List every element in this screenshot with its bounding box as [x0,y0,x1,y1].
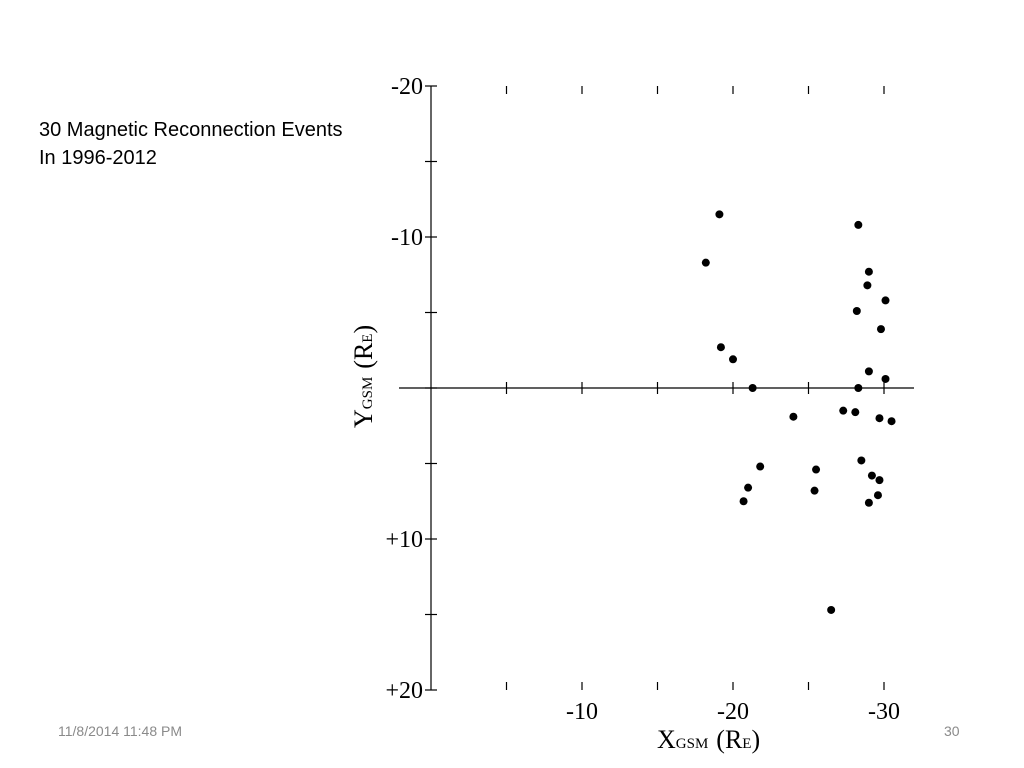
data-point [716,343,725,352]
data-point [701,258,710,267]
data-point [875,476,884,485]
y-axis-title-unit: (R [349,342,378,369]
y-axis-title-unit-close: ) [349,325,378,334]
x-axis-title: XGSM (RE) [657,725,760,754]
data-point [864,498,873,507]
data-point [863,281,872,290]
data-point [827,605,836,614]
data-point [851,408,860,417]
slide-title-line-2: In 1996-2012 [39,147,157,169]
data-point [729,355,737,364]
x-tick-label: -10 [566,699,598,725]
data-point [875,414,884,423]
slide-title: 30 Magnetic Reconnection Events In 1996-… [39,116,343,172]
data-point [839,406,848,415]
x-axis-title-unit-sub: E [742,736,751,752]
data-point [810,486,819,495]
data-point [854,384,863,392]
x-axis-title-main: X [657,725,676,754]
y-tick-label: +20 [385,678,423,704]
data-point [715,210,724,219]
data-points [701,210,896,614]
footer-date: 11/8/2014 11:48 PM [58,723,183,739]
x-axis-title-unit-close: ) [751,725,760,754]
slide-number: 30 [944,723,960,739]
data-point [881,374,890,383]
data-point [873,491,882,500]
data-point [739,497,748,506]
y-tick-label: +10 [385,527,423,553]
data-point [744,483,753,492]
axes: -20 -10 +10 +20 -10 -20 -30 [385,74,914,725]
data-point [854,220,863,229]
y-axis-title: YGSM (RE) [349,325,378,428]
y-tick-label: -10 [391,225,423,251]
data-point [756,462,765,471]
y-axis-title-sub: GSM [360,377,376,410]
y-tick-label: -20 [391,74,423,100]
data-point [812,465,821,474]
data-point [857,456,866,465]
data-point [887,417,896,426]
x-tick-label: -30 [868,699,900,725]
x-axis-title-sub: GSM [676,736,709,752]
data-point [748,384,757,392]
data-point [864,267,873,276]
data-point [867,471,876,480]
data-point [876,325,885,334]
x-tick-label: -20 [717,699,749,725]
data-point [881,296,890,305]
data-point [864,367,873,376]
data-point [789,412,798,421]
y-axis-title-main: Y [349,409,378,428]
data-point [852,306,861,315]
slide-title-line-1: 30 Magnetic Reconnection Events [39,119,343,141]
x-axis-title-unit: (R [716,725,743,754]
y-axis-title-unit-sub: E [360,334,376,343]
